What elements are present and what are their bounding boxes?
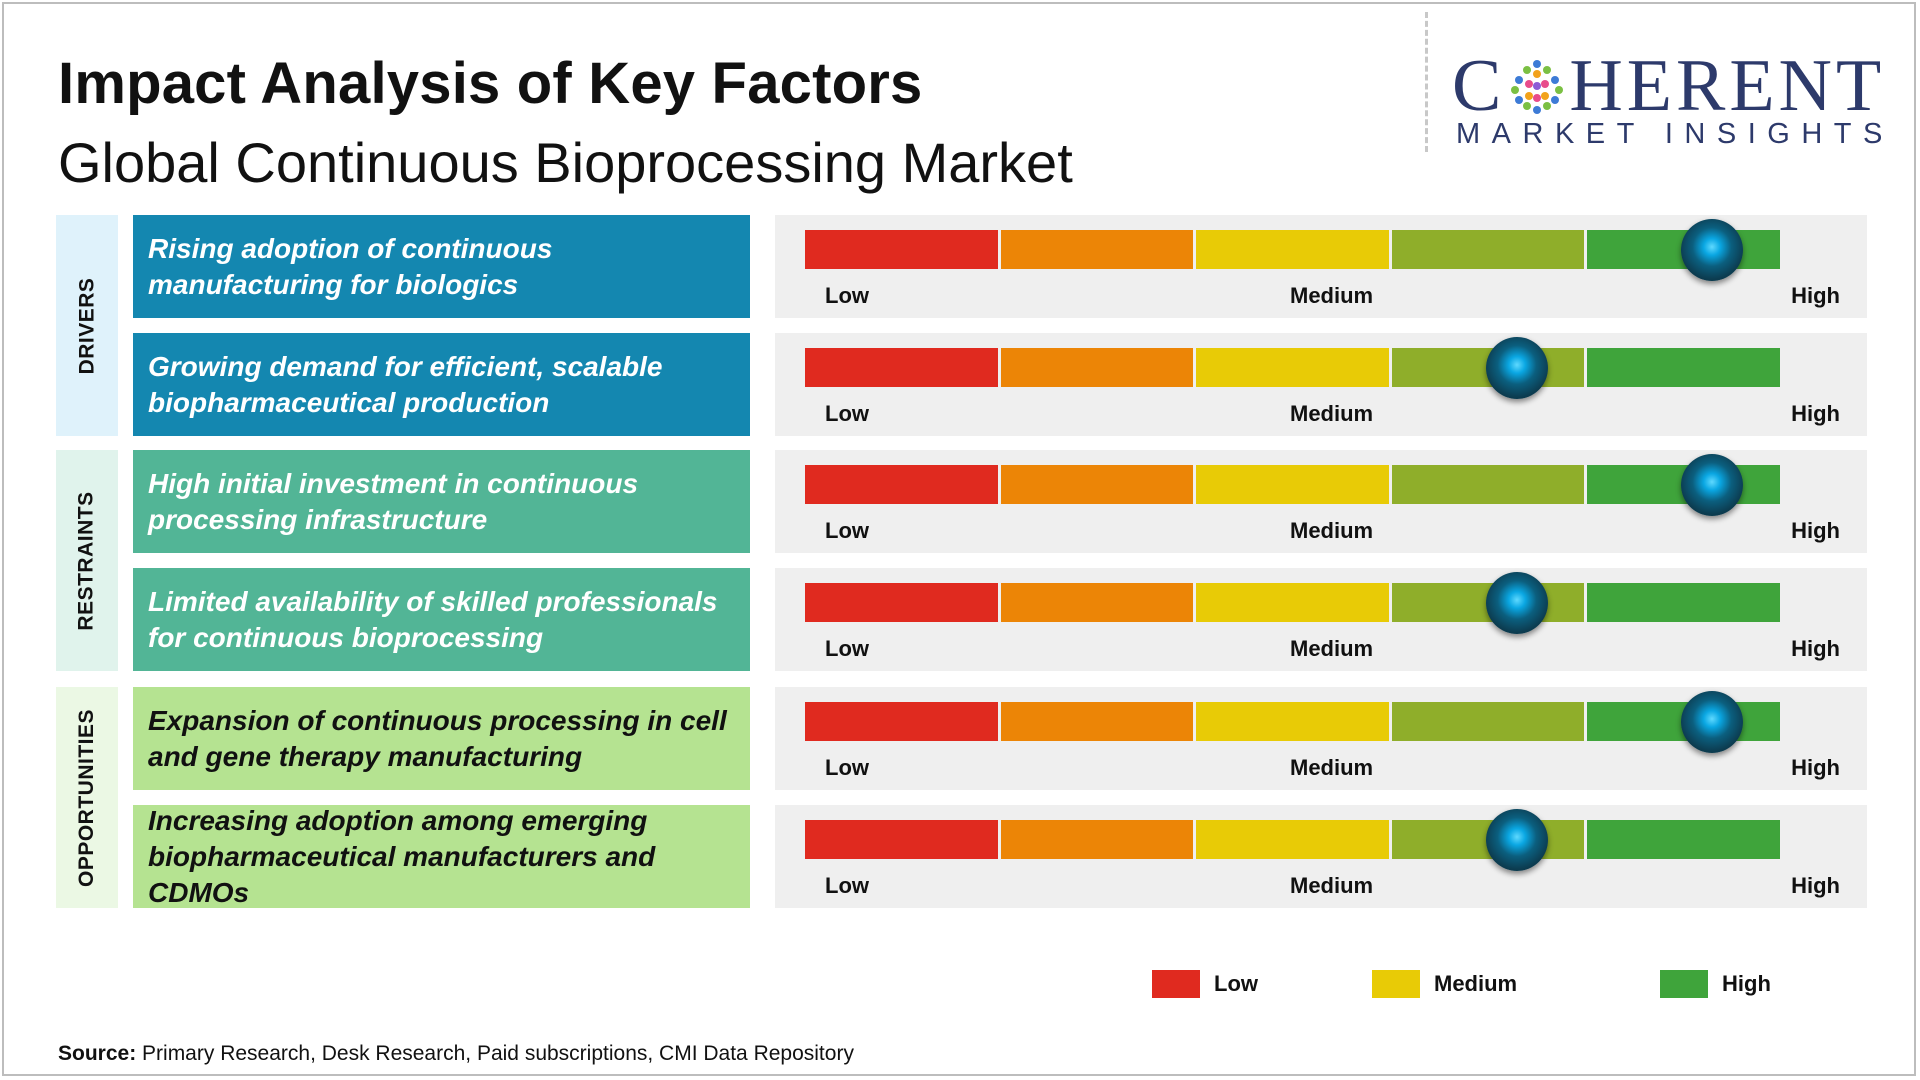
- category-label: DRIVERS: [56, 215, 118, 436]
- category-name: OPPORTUNITIES: [75, 708, 98, 887]
- scale-low-label: Low: [825, 873, 869, 898]
- factor-text: High initial investment in continuous pr…: [148, 467, 639, 535]
- scale-medium-label: Medium: [1290, 636, 1374, 661]
- scale-segment: [1587, 348, 1780, 387]
- scale-medium-label: Medium: [1290, 518, 1374, 543]
- factor-box: Growing demand for efficient, scalable b…: [133, 333, 750, 436]
- scale-segment: [1000, 348, 1194, 387]
- scale-high-label: High: [1791, 401, 1840, 426]
- logo-text-left: C: [1452, 45, 1506, 127]
- factor-text: Limited availability of skilled professi…: [148, 585, 718, 653]
- logo-divider: [1425, 12, 1428, 152]
- scale-low-label: Low: [825, 401, 869, 426]
- impact-scale-bar: [805, 465, 1780, 504]
- legend-swatch: [1660, 970, 1708, 998]
- scale-high-label: High: [1791, 518, 1840, 543]
- scale-segment: [805, 348, 998, 387]
- impact-meter: Low Medium High: [775, 805, 1867, 908]
- legend-swatch: [1372, 970, 1420, 998]
- category-name: DRIVERS: [75, 277, 99, 374]
- legend-item: Medium: [1372, 970, 1517, 998]
- scale-low-label: Low: [825, 518, 869, 543]
- scale-segment: [1196, 702, 1389, 741]
- factor-text: Rising adoption of continuous manufactur…: [148, 232, 553, 300]
- logo-subtitle: MARKET INSIGHTS: [1456, 118, 1894, 150]
- source-note: Source: Primary Research, Desk Research,…: [58, 1042, 854, 1066]
- factor-box: Increasing adoption among emerging bioph…: [133, 805, 750, 908]
- scale-medium-label: Medium: [1290, 401, 1374, 426]
- category-label: OPPORTUNITIES: [56, 687, 118, 908]
- factor-box: Limited availability of skilled professi…: [133, 568, 750, 671]
- source-text: Primary Research, Desk Research, Paid su…: [136, 1042, 854, 1065]
- page-subtitle: Global Continuous Bioprocessing Market: [58, 131, 1073, 194]
- scale-segment: [1000, 230, 1194, 269]
- impact-scale-bar: [805, 702, 1780, 741]
- legend-label: Medium: [1434, 971, 1518, 996]
- impact-indicator-knob: [1680, 691, 1743, 753]
- scale-segment: [805, 702, 998, 741]
- scale-segment: [1000, 702, 1194, 741]
- scale-high-label: High: [1791, 636, 1840, 661]
- scale-segment: [1196, 465, 1389, 504]
- legend-swatch: [1152, 970, 1200, 998]
- logo: C HERENT: [1452, 44, 1885, 129]
- impact-scale-bar: [805, 820, 1780, 859]
- impact-indicator-knob: [1485, 337, 1548, 399]
- scale-segment: [1391, 230, 1585, 269]
- category-name: RESTRAINTS: [75, 490, 98, 631]
- scale-low-label: Low: [825, 283, 869, 308]
- impact-meter: Low Medium High: [775, 568, 1867, 671]
- factor-box: High initial investment in continuous pr…: [133, 450, 750, 553]
- scale-low-label: Low: [825, 636, 869, 661]
- legend-item: Low: [1152, 970, 1258, 998]
- legend-label: Low: [1214, 971, 1258, 996]
- legend-label: High: [1722, 971, 1771, 996]
- scale-medium-label: Medium: [1290, 283, 1374, 308]
- impact-scale-bar: [805, 230, 1780, 269]
- impact-indicator-knob: [1485, 572, 1548, 634]
- scale-segment: [1196, 230, 1389, 269]
- scale-segment: [1196, 820, 1389, 859]
- impact-scale-bar: [805, 583, 1780, 622]
- impact-scale-bar: [805, 348, 1780, 387]
- impact-meter: Low Medium High: [775, 450, 1867, 553]
- logo-text-right: HERENT: [1569, 45, 1886, 127]
- scale-segment: [1000, 465, 1194, 504]
- logo-dots-icon: [1511, 60, 1564, 114]
- scale-segment: [1587, 820, 1780, 859]
- scale-medium-label: Medium: [1290, 755, 1374, 780]
- scale-medium-label: Medium: [1290, 873, 1374, 898]
- factor-box: Rising adoption of continuous manufactur…: [133, 215, 750, 318]
- scale-segment: [1000, 583, 1194, 622]
- scale-segment: [1196, 583, 1389, 622]
- scale-segment: [805, 583, 998, 622]
- scale-segment: [1391, 702, 1585, 741]
- scale-segment: [805, 465, 998, 504]
- scale-segment: [805, 230, 998, 269]
- scale-high-label: High: [1791, 755, 1840, 780]
- impact-indicator-knob: [1485, 809, 1548, 871]
- legend-item: High: [1660, 970, 1771, 998]
- impact-indicator-knob: [1680, 454, 1743, 516]
- scale-segment: [1391, 465, 1585, 504]
- scale-segment: [1587, 583, 1780, 622]
- impact-meter: Low Medium High: [775, 333, 1867, 436]
- scale-high-label: High: [1791, 873, 1840, 898]
- scale-high-label: High: [1791, 283, 1840, 308]
- factor-box: Expansion of continuous processing in ce…: [133, 687, 750, 790]
- scale-segment: [805, 820, 998, 859]
- impact-indicator-knob: [1680, 219, 1743, 281]
- impact-meter: Low Medium High: [775, 687, 1867, 790]
- category-label: RESTRAINTS: [56, 450, 118, 671]
- scale-segment: [1000, 820, 1194, 859]
- factor-text: Expansion of continuous processing in ce…: [148, 704, 727, 772]
- scale-segment: [1196, 348, 1389, 387]
- source-label: Source:: [58, 1042, 137, 1065]
- page-title: Impact Analysis of Key Factors: [58, 51, 923, 116]
- scale-low-label: Low: [825, 755, 869, 780]
- factor-text: Growing demand for efficient, scalable b…: [148, 350, 663, 418]
- factor-text: Increasing adoption among emerging bioph…: [148, 804, 656, 908]
- impact-meter: Low Medium High: [775, 215, 1867, 318]
